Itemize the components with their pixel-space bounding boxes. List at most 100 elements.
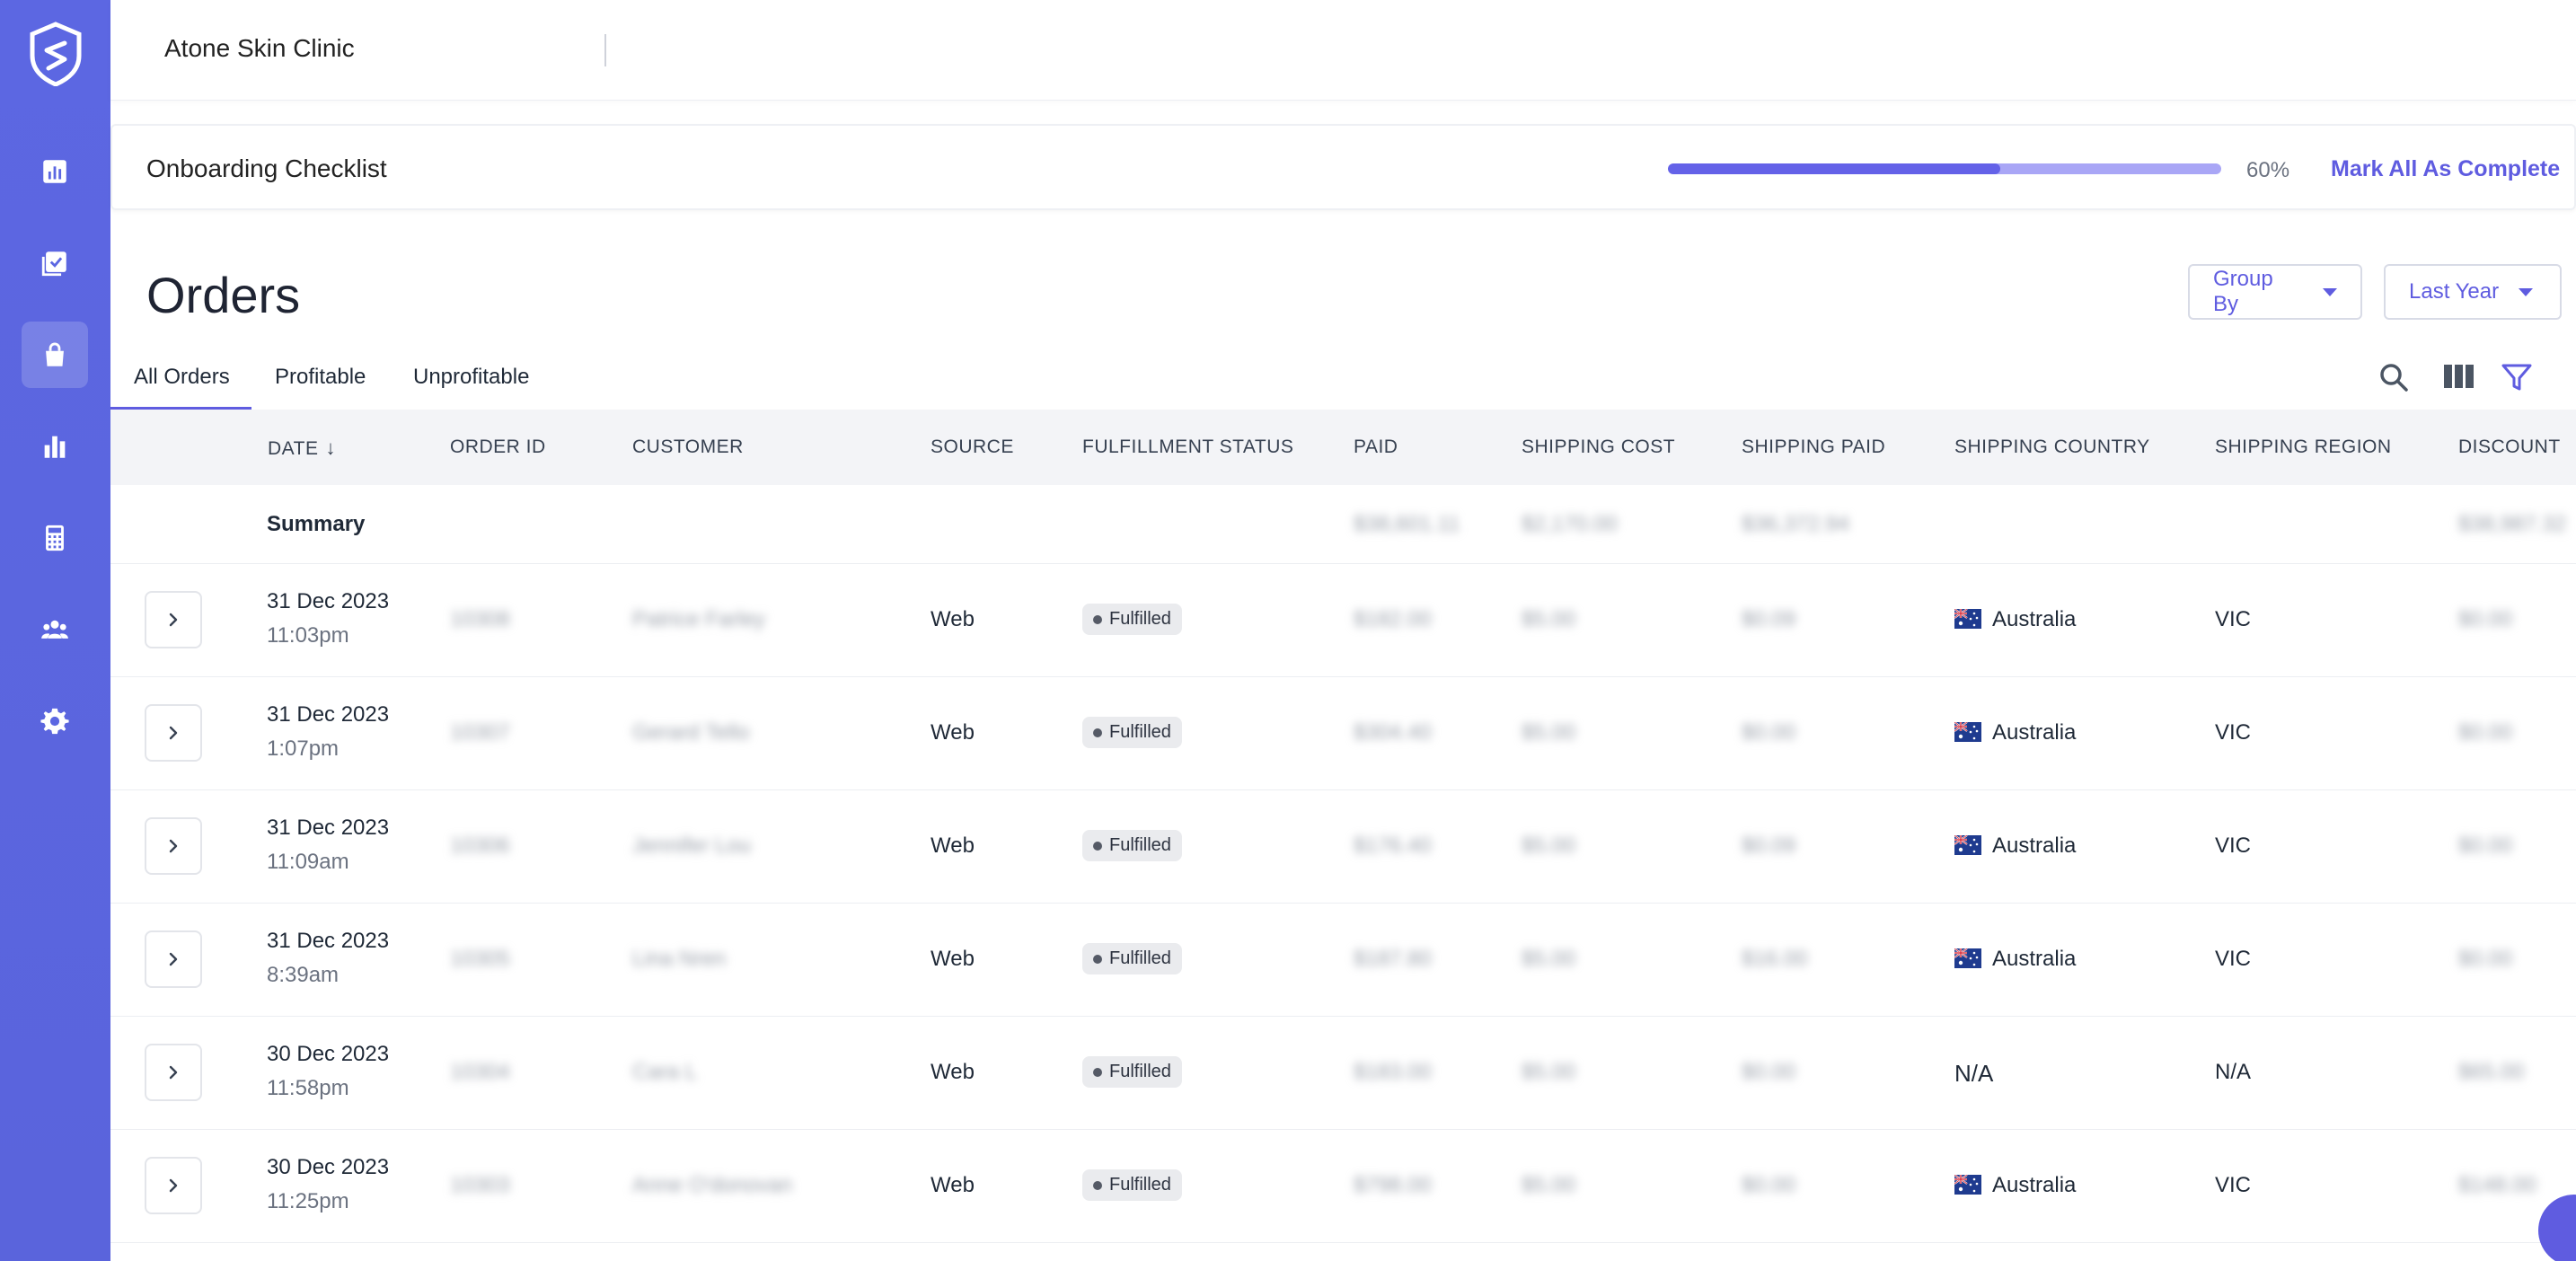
order-id[interactable]: 10308 [450,607,510,631]
sort-down-arrow-icon[interactable]: ↓ [325,436,336,459]
order-source: Web [931,833,975,858]
shipping-region: VIC [2215,947,2252,971]
customer-name[interactable]: Cara L [632,1060,698,1084]
column-header-date[interactable]: DATE ↓ [268,436,336,460]
status-dot-icon [1093,728,1102,737]
order-date: 31 Dec 2023 [267,702,390,727]
chevron-right-icon [169,726,178,740]
customer-name[interactable]: Lina Nren [632,947,727,971]
date-range-label: Last Year [2409,279,2500,304]
column-header-order-id[interactable]: ORDER ID [450,436,546,457]
table-row[interactable]: 31 Dec 2023 11:09am 10306 Jennifer Lou Web Fu… [110,790,2576,904]
order-date: 30 Dec 2023 [267,1155,390,1179]
summary-label: Summary [267,512,366,536]
sidebar-item-checklist[interactable] [22,230,88,296]
order-date-cell: 30 Dec 2023 11:58pm [267,1042,389,1101]
shipping-country: N/A [1954,1060,1994,1087]
shipping-cost: $5.00 [1522,947,1576,971]
chevron-right-icon [169,839,178,853]
progress-percent: 60% [2246,158,2290,182]
columns-icon[interactable] [2441,359,2477,395]
sidebar-item-reports[interactable] [22,413,88,480]
table-row[interactable]: 30 Dec 2023 11:58pm 10304 Cara L Web Fulfille… [110,1017,2576,1130]
shipping-country-cell: Australia [1954,947,2076,972]
order-id[interactable]: 10307 [450,720,510,745]
order-id[interactable]: 10304 [450,1060,510,1084]
column-header-customer[interactable]: CUSTOMER [632,436,744,457]
paid-amount: $187.80 [1354,947,1432,971]
summary-paid: $38,601.11 [1354,512,1460,536]
paid-amount: $304.40 [1354,720,1432,745]
status-badge: Fulfilled [1082,943,1182,974]
page-title: Orders [146,267,301,323]
shipping-paid: $16.00 [1742,947,1808,971]
order-date: 31 Dec 2023 [267,816,390,840]
column-header-shipping-paid[interactable]: SHIPPING PAID [1742,436,1886,457]
mark-all-complete-link[interactable]: Mark All As Complete [2331,156,2561,181]
expand-row-button[interactable] [145,817,202,875]
expand-row-button[interactable] [145,704,202,762]
shipping-region: VIC [2215,1173,2252,1197]
table-row[interactable]: 31 Dec 2023 11:03pm 10308 Patrice Farley Web… [110,564,2576,677]
table-row[interactable]: 31 Dec 2023 1:07pm 10307 Gerard Tello Web Ful… [110,677,2576,790]
customer-name[interactable]: Jennifer Lou [632,833,752,858]
fulfillment-status-cell: Fulfilled [1082,604,1182,635]
table-row[interactable]: 31 Dec 2023 8:39am 10305 Lina Nren Web Fulfil… [110,904,2576,1017]
column-header-discount[interactable]: DISCOUNT [2458,436,2561,457]
shipping-country: Australia [1992,947,2077,971]
caret-down-icon [2323,287,2337,296]
customer-name[interactable]: Patrice Farley [632,607,766,631]
column-header-source[interactable]: SOURCE [931,436,1014,457]
client-name[interactable]: Atone Skin Clinic [164,34,355,62]
sidebar-item-customers[interactable] [22,596,88,663]
onboarding-progress-bar [1668,163,2221,174]
table-row[interactable]: 30 Dec 2023 11:25pm 10303 Anne O'donovan Web… [110,1130,2576,1243]
order-time: 11:58pm [267,1076,349,1100]
discount-amount: $0.00 [2458,833,2513,858]
checklist-icon [41,251,66,277]
sidebar-item-dashboard[interactable] [22,138,88,205]
customer-name[interactable]: Anne O'donovan [632,1173,793,1197]
summary-shipping-cost: $2,170.00 [1522,512,1618,536]
top-bar: Atone Skin Clinic [110,0,2576,101]
column-header-paid[interactable]: PAID [1354,436,1398,457]
column-header-shipping-country[interactable]: SHIPPING COUNTRY [1954,436,2150,457]
column-header-fulfillment-status[interactable]: FULFILLMENT STATUS [1082,436,1294,457]
status-badge: Fulfilled [1082,1056,1182,1088]
expand-row-button[interactable] [145,591,202,648]
order-time: 11:25pm [267,1189,349,1213]
tab-unprofitable[interactable]: Unprofitable [413,365,530,389]
search-icon[interactable] [2376,359,2412,395]
expand-row-button[interactable] [145,930,202,988]
order-date-cell: 30 Dec 2023 11:25pm [267,1155,389,1214]
column-header-shipping-cost[interactable]: SHIPPING COST [1522,436,1676,457]
sidebar-item-orders[interactable] [22,322,88,388]
onboarding-title[interactable]: Onboarding Checklist [146,154,387,182]
order-id[interactable]: 10305 [450,947,510,971]
tab-all-orders[interactable]: All Orders [110,365,251,410]
status-label: Fulfilled [1109,609,1171,629]
sidebar-item-calculator[interactable] [22,505,88,571]
column-header-shipping-region[interactable]: SHIPPING REGION [2215,436,2392,457]
sidebar-item-settings[interactable] [22,688,88,754]
order-id[interactable]: 10306 [450,833,510,858]
status-dot-icon [1093,1180,1102,1190]
status-label: Fulfilled [1109,1062,1171,1081]
status-label: Fulfilled [1109,948,1171,968]
summary-shipping-paid: $36,372.94 [1742,512,1850,536]
order-id[interactable]: 10303 [450,1173,510,1197]
paid-amount: $798.00 [1354,1173,1432,1197]
filter-icon[interactable] [2499,359,2535,395]
expand-row-button[interactable] [145,1157,202,1214]
order-time: 1:07pm [267,736,340,761]
customer-name[interactable]: Gerard Tello [632,720,750,745]
group-by-dropdown[interactable]: Group By [2188,264,2362,320]
tab-profitable[interactable]: Profitable [275,365,366,389]
logo-icon[interactable] [29,22,83,87]
expand-row-button[interactable] [145,1044,202,1101]
fulfillment-status-cell: Fulfilled [1082,1169,1182,1201]
shipping-paid: $0.00 [1742,720,1796,745]
date-range-dropdown[interactable]: Last Year [2384,264,2562,320]
order-date: 31 Dec 2023 [267,929,390,953]
